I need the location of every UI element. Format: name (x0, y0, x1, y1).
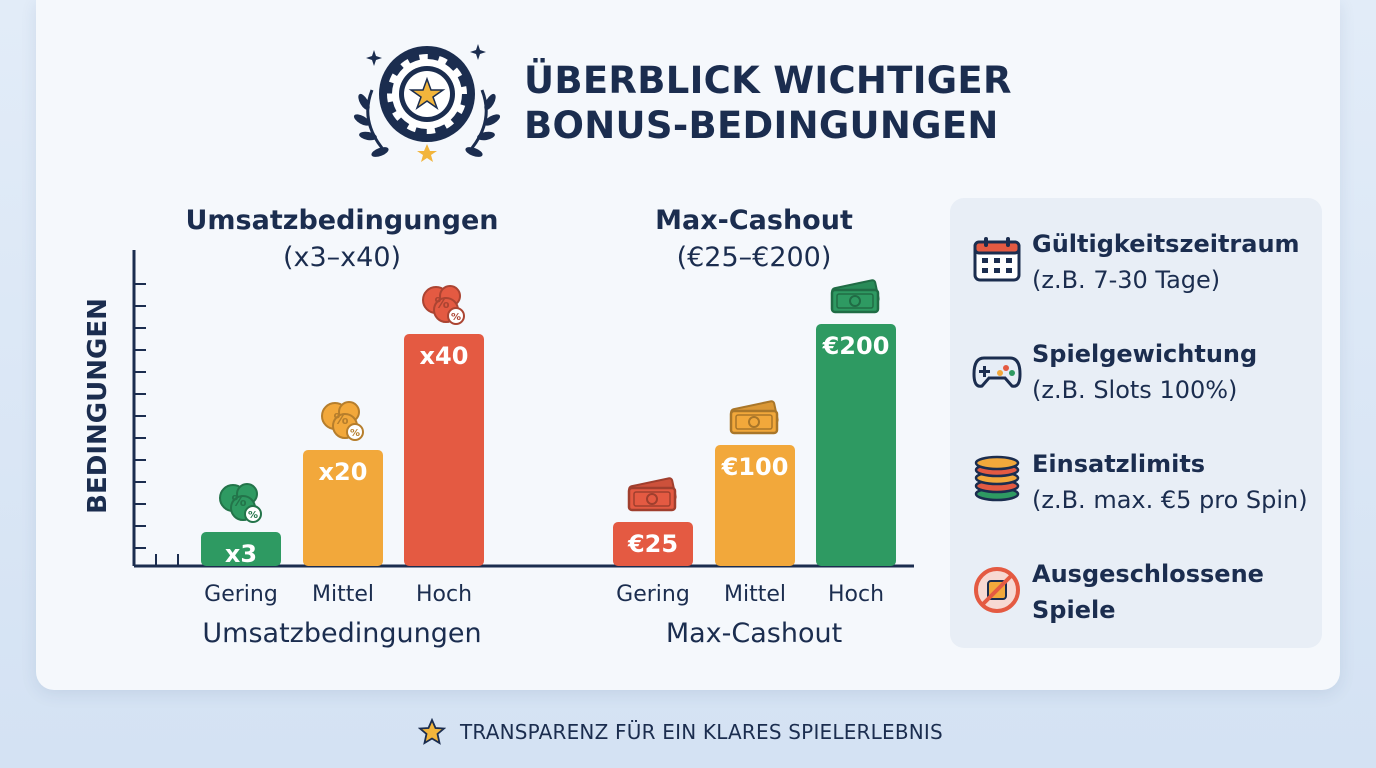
info-title-bet-limits: Einsatzlimits (1032, 450, 1206, 478)
info-item-game-weighting: Spielgewichtung (z.B. Slots 100%) (972, 336, 1322, 416)
info-sub-game-weighting: (z.B. Slots 100%) (1032, 376, 1238, 404)
page-title-line-1: ÜBERBLICK WICHTIGER (524, 59, 1012, 102)
info-title-excluded-games: Ausgeschlossene (1032, 560, 1264, 588)
info-title-validity: Gültigkeitszeitraum (1032, 230, 1300, 258)
bar-cashout-gering (613, 522, 693, 566)
bar-label-cashout-hoch: €200 (822, 332, 890, 360)
bonus-bar-charts: BEDINGUNGEN Umsatzbedingungen (x3–x40) Umsa… (83, 205, 914, 649)
x-axis-label-cashout: Max-Cashout (666, 618, 842, 649)
star-icon (418, 718, 446, 745)
category-label-wagering-mittel: Mittel (312, 582, 374, 607)
chip-stack-icon (974, 455, 1020, 502)
gamepad-icon (972, 356, 1022, 388)
percent-badge-icon: %% (422, 285, 465, 325)
cash-icon (830, 279, 880, 314)
bar-label-wagering-gering: x3 (225, 540, 257, 568)
bar-cashout-mittel (715, 445, 795, 566)
info-item-validity: Gültigkeitszeitraum (z.B. 7-30 Tage) (972, 226, 1322, 306)
bar-wagering-mittel (303, 450, 383, 566)
svg-text:%: % (451, 312, 461, 323)
info-sub-bet-limits: (z.B. max. €5 pro Spin) (1032, 486, 1308, 514)
bar-label-wagering-mittel: x20 (319, 458, 368, 486)
svg-text:%: % (333, 410, 348, 428)
calendar-icon (973, 237, 1021, 282)
footer: TRANSPARENZ FÜR EIN KLARES SPIELERLEBNIS (418, 714, 943, 750)
info-title-game-weighting: Spielgewichtung (1032, 340, 1258, 368)
percent-badge-icon: %% (219, 483, 262, 523)
info-sub-validity: (z.B. 7-30 Tage) (1032, 266, 1221, 294)
info-sub-excluded-games: Spiele (1032, 596, 1116, 624)
chart-title-cashout: Max-Cashout (655, 205, 853, 236)
chart-subtitle-wagering: (x3–x40) (283, 242, 401, 273)
bar-label-cashout-mittel: €100 (721, 453, 789, 481)
x-axis-label-wagering: Umsatzbedingungen (202, 618, 481, 649)
bar-label-wagering-hoch: x40 (420, 342, 469, 370)
category-label-cashout-mittel: Mittel (724, 582, 786, 607)
page-title: ÜBERBLICK WICHTIGER BONUS-BEDINGUNGEN (524, 58, 1012, 148)
bar-wagering-hoch (404, 334, 484, 566)
chart-title-wagering: Umsatzbedingungen (185, 205, 498, 236)
conditions-sidebar: Gültigkeitszeitraum (z.B. 7-30 Tage) Spi… (950, 198, 1322, 648)
category-label-cashout-gering: Gering (616, 582, 690, 607)
svg-text:%: % (231, 492, 246, 510)
category-label-cashout-hoch: Hoch (828, 582, 884, 607)
info-item-excluded-games: Ausgeschlossene Spiele (972, 556, 1322, 636)
bar-cashout-hoch (816, 324, 896, 566)
page-title-line-2: BONUS-BEDINGUNGEN (524, 104, 999, 147)
svg-text:%: % (350, 428, 360, 439)
bar-label-cashout-gering: €25 (627, 530, 678, 558)
svg-text:%: % (434, 294, 449, 312)
cash-icon (729, 400, 779, 435)
category-label-wagering-gering: Gering (204, 582, 278, 607)
chart-subtitle-cashout: (€25–€200) (677, 242, 832, 273)
y-axis-label: BEDINGUNGEN (83, 298, 113, 514)
info-item-bet-limits: Einsatzlimits (z.B. max. €5 pro Spin) (972, 446, 1322, 526)
prohibited-icon (974, 567, 1020, 613)
cash-icon (627, 477, 677, 512)
chip-laurel-logo-icon (353, 44, 501, 162)
svg-text:%: % (248, 510, 258, 521)
percent-badge-icon: %% (321, 401, 364, 441)
footer-text: TRANSPARENZ FÜR EIN KLARES SPIELERLEBNIS (460, 720, 943, 744)
bar-wagering-gering (201, 532, 281, 566)
category-label-wagering-hoch: Hoch (416, 582, 472, 607)
